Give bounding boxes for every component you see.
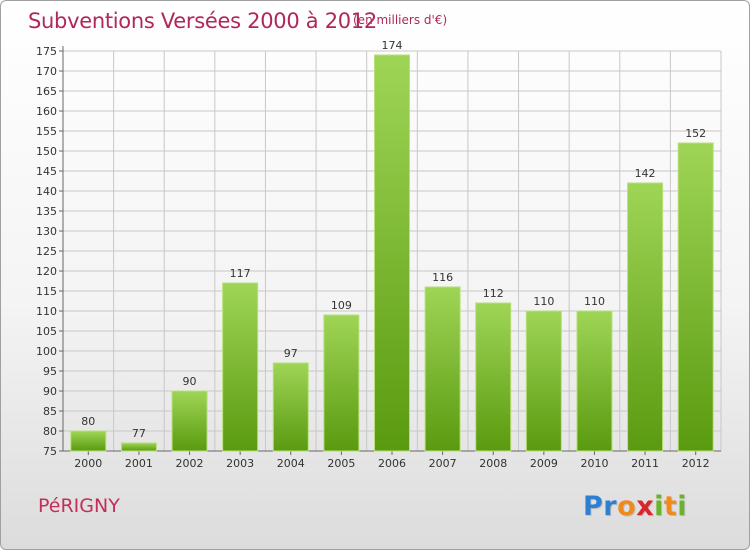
x-tick-label: 2008	[479, 457, 507, 470]
bar-2006	[374, 54, 410, 452]
data-label: 116	[432, 271, 453, 284]
y-tick-label: 145	[36, 165, 57, 178]
x-tick-label: 2007	[429, 457, 457, 470]
bar-2010	[576, 310, 613, 452]
y-tick-label: 85	[43, 405, 57, 418]
x-tick-label: 2004	[277, 457, 305, 470]
y-tick-label: 170	[36, 65, 57, 78]
logo-letter: i	[677, 491, 688, 522]
data-label: 90	[183, 375, 197, 388]
data-label: 77	[132, 427, 146, 440]
bars	[70, 54, 714, 452]
y-tick-label: 165	[36, 85, 57, 98]
labels: 80 2000 77 2001 90 2002 117 2003 97 2004 109 2005 17…	[74, 39, 709, 470]
bar-2005	[323, 314, 360, 452]
y-tick-label: 125	[36, 245, 57, 258]
bar-2002	[171, 390, 208, 452]
y-tick-label: 115	[36, 285, 57, 298]
data-label: 110	[584, 295, 605, 308]
y-tick-label: 105	[36, 325, 57, 338]
data-label: 109	[331, 299, 352, 312]
bar-2003	[222, 282, 259, 452]
chart-subtitle: (en milliers d'€)	[353, 13, 448, 27]
chart-title: Subventions Versées 2000 à 2012	[28, 9, 377, 33]
logo-letter: r	[603, 491, 618, 522]
commune-name: PéRIGNY	[38, 495, 120, 517]
y-tick-label: 80	[43, 425, 57, 438]
y-tick-label: 110	[36, 305, 57, 318]
bar-2007	[424, 286, 461, 452]
data-label: 174	[382, 39, 403, 52]
x-tick-label: 2000	[74, 457, 102, 470]
bar-2001	[120, 442, 157, 452]
bar-2004	[272, 362, 309, 452]
logo-letter: x	[636, 491, 655, 522]
x-tick-label: 2011	[631, 457, 659, 470]
y-tick-label: 140	[36, 185, 57, 198]
data-label: 112	[483, 287, 504, 300]
proxiti-logo: Proxiti	[583, 491, 687, 522]
bar-2011	[627, 182, 664, 452]
y-tick-label: 175	[36, 45, 57, 58]
logo-letter: t	[663, 491, 678, 522]
y-tick-label: 100	[36, 345, 57, 358]
x-tick-label: 2010	[580, 457, 608, 470]
logo-letter: i	[654, 491, 664, 522]
y-tick-label: 150	[36, 145, 57, 158]
logo-letter: o	[617, 491, 637, 522]
y-tick-label: 135	[36, 205, 57, 218]
bar-2009	[525, 310, 562, 452]
x-tick-label: 2005	[327, 457, 355, 470]
y-tick-label: 90	[43, 385, 57, 398]
data-label: 97	[284, 347, 298, 360]
y-tick-label: 75	[43, 445, 57, 458]
x-tick-label: 2002	[176, 457, 204, 470]
bar-2008	[475, 302, 512, 452]
y-tick-label: 120	[36, 265, 57, 278]
x-tick-label: 2006	[378, 457, 406, 470]
y-tick-label: 95	[43, 365, 57, 378]
x-tick-label: 2003	[226, 457, 254, 470]
data-label: 80	[81, 415, 95, 428]
data-label: 117	[230, 267, 251, 280]
x-tick-label: 2001	[125, 457, 153, 470]
y-tick-label: 160	[36, 105, 57, 118]
bar-2012	[677, 142, 714, 452]
data-label: 110	[533, 295, 554, 308]
logo-letter: P	[583, 491, 604, 522]
y-tick-label: 155	[36, 125, 57, 138]
data-label: 142	[635, 167, 656, 180]
x-tick-label: 2012	[682, 457, 710, 470]
data-label: 152	[685, 127, 706, 140]
y-tick-label: 130	[36, 225, 57, 238]
x-tick-label: 2009	[530, 457, 558, 470]
bar-2000	[70, 430, 107, 452]
